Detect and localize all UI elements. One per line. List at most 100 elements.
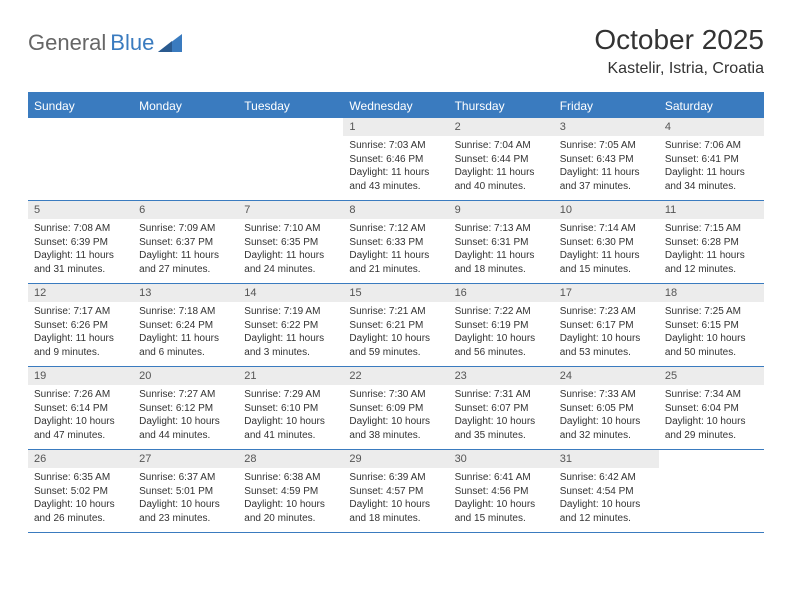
- day-body: Sunrise: 7:10 AMSunset: 6:35 PMDaylight:…: [238, 219, 343, 280]
- sunset-line: Sunset: 6:10 PM: [244, 402, 337, 416]
- daylight-line: Daylight: 11 hours and 24 minutes.: [244, 249, 337, 276]
- sunrise-line: Sunrise: 7:34 AM: [665, 388, 758, 402]
- sunrise-line: Sunrise: 7:27 AM: [139, 388, 232, 402]
- logo-text-general: General: [28, 30, 106, 56]
- sunset-line: Sunset: 6:33 PM: [349, 236, 442, 250]
- sunset-line: Sunset: 6:28 PM: [665, 236, 758, 250]
- sunset-line: Sunset: 6:37 PM: [139, 236, 232, 250]
- sunset-line: Sunset: 6:24 PM: [139, 319, 232, 333]
- day-body: Sunrise: 7:14 AMSunset: 6:30 PMDaylight:…: [554, 219, 659, 280]
- day-number: 3: [554, 118, 659, 136]
- day-number: 22: [343, 367, 448, 385]
- day-body: Sunrise: 7:30 AMSunset: 6:09 PMDaylight:…: [343, 385, 448, 446]
- sunrise-line: Sunrise: 6:42 AM: [560, 471, 653, 485]
- daylight-line: Daylight: 11 hours and 21 minutes.: [349, 249, 442, 276]
- calendar-page: GeneralBlue October 2025 Kastelir, Istri…: [0, 0, 792, 557]
- daylight-line: Daylight: 11 hours and 40 minutes.: [455, 166, 548, 193]
- week-row: 1Sunrise: 7:03 AMSunset: 6:46 PMDaylight…: [28, 118, 764, 201]
- sunrise-line: Sunrise: 7:26 AM: [34, 388, 127, 402]
- day-number: 26: [28, 450, 133, 468]
- day-number: 11: [659, 201, 764, 219]
- sunrise-line: Sunrise: 7:15 AM: [665, 222, 758, 236]
- day-body: Sunrise: 7:15 AMSunset: 6:28 PMDaylight:…: [659, 219, 764, 280]
- sunrise-line: Sunrise: 6:37 AM: [139, 471, 232, 485]
- location-text: Kastelir, Istria, Croatia: [594, 60, 764, 78]
- day-body: Sunrise: 6:38 AMSunset: 4:59 PMDaylight:…: [238, 468, 343, 529]
- day-cell: 28Sunrise: 6:38 AMSunset: 4:59 PMDayligh…: [238, 450, 343, 532]
- day-cell: 26Sunrise: 6:35 AMSunset: 5:02 PMDayligh…: [28, 450, 133, 532]
- day-body: Sunrise: 6:35 AMSunset: 5:02 PMDaylight:…: [28, 468, 133, 529]
- day-number: 24: [554, 367, 659, 385]
- sunrise-line: Sunrise: 7:04 AM: [455, 139, 548, 153]
- daylight-line: Daylight: 10 hours and 15 minutes.: [455, 498, 548, 525]
- sunrise-line: Sunrise: 7:14 AM: [560, 222, 653, 236]
- sunrise-line: Sunrise: 6:38 AM: [244, 471, 337, 485]
- day-number: 28: [238, 450, 343, 468]
- day-number: 2: [449, 118, 554, 136]
- daylight-line: Daylight: 11 hours and 6 minutes.: [139, 332, 232, 359]
- day-body: Sunrise: 6:42 AMSunset: 4:54 PMDaylight:…: [554, 468, 659, 529]
- day-number: 31: [554, 450, 659, 468]
- daylight-line: Daylight: 10 hours and 59 minutes.: [349, 332, 442, 359]
- day-body: Sunrise: 7:19 AMSunset: 6:22 PMDaylight:…: [238, 302, 343, 363]
- day-number: 20: [133, 367, 238, 385]
- day-body: Sunrise: 7:22 AMSunset: 6:19 PMDaylight:…: [449, 302, 554, 363]
- day-number: 8: [343, 201, 448, 219]
- day-number: 6: [133, 201, 238, 219]
- week-row: 5Sunrise: 7:08 AMSunset: 6:39 PMDaylight…: [28, 201, 764, 284]
- day-number: 13: [133, 284, 238, 302]
- daylight-line: Daylight: 10 hours and 29 minutes.: [665, 415, 758, 442]
- sunrise-line: Sunrise: 7:18 AM: [139, 305, 232, 319]
- day-number: 7: [238, 201, 343, 219]
- sunrise-line: Sunrise: 7:12 AM: [349, 222, 442, 236]
- day-cell: 25Sunrise: 7:34 AMSunset: 6:04 PMDayligh…: [659, 367, 764, 449]
- sunset-line: Sunset: 5:01 PM: [139, 485, 232, 499]
- day-cell: 1Sunrise: 7:03 AMSunset: 6:46 PMDaylight…: [343, 118, 448, 200]
- day-body: Sunrise: 7:26 AMSunset: 6:14 PMDaylight:…: [28, 385, 133, 446]
- day-body: Sunrise: 7:34 AMSunset: 6:04 PMDaylight:…: [659, 385, 764, 446]
- day-number: 25: [659, 367, 764, 385]
- title-block: October 2025 Kastelir, Istria, Croatia: [594, 24, 764, 78]
- day-cell: [238, 118, 343, 200]
- day-header: Saturday: [659, 94, 764, 118]
- daylight-line: Daylight: 10 hours and 56 minutes.: [455, 332, 548, 359]
- day-number: 15: [343, 284, 448, 302]
- week-row: 26Sunrise: 6:35 AMSunset: 5:02 PMDayligh…: [28, 450, 764, 533]
- day-cell: 8 Sunrise: 7:12 AMSunset: 6:33 PMDaylight…: [343, 201, 448, 283]
- daylight-line: Daylight: 11 hours and 27 minutes.: [139, 249, 232, 276]
- sunrise-line: Sunrise: 7:23 AM: [560, 305, 653, 319]
- sunrise-line: Sunrise: 7:08 AM: [34, 222, 127, 236]
- sunset-line: Sunset: 6:26 PM: [34, 319, 127, 333]
- day-number: 17: [554, 284, 659, 302]
- daylight-line: Daylight: 10 hours and 35 minutes.: [455, 415, 548, 442]
- day-body: Sunrise: 7:04 AMSunset: 6:44 PMDaylight:…: [449, 136, 554, 197]
- sunset-line: Sunset: 6:30 PM: [560, 236, 653, 250]
- day-body: Sunrise: 7:05 AMSunset: 6:43 PMDaylight:…: [554, 136, 659, 197]
- daylight-line: Daylight: 11 hours and 12 minutes.: [665, 249, 758, 276]
- day-number: 4: [659, 118, 764, 136]
- sunset-line: Sunset: 6:35 PM: [244, 236, 337, 250]
- day-number: 9: [449, 201, 554, 219]
- sunrise-line: Sunrise: 7:19 AM: [244, 305, 337, 319]
- day-header: Monday: [133, 94, 238, 118]
- day-cell: 16Sunrise: 7:22 AMSunset: 6:19 PMDayligh…: [449, 284, 554, 366]
- sunset-line: Sunset: 6:31 PM: [455, 236, 548, 250]
- day-header-row: SundayMondayTuesdayWednesdayThursdayFrid…: [28, 94, 764, 118]
- day-body: Sunrise: 7:29 AMSunset: 6:10 PMDaylight:…: [238, 385, 343, 446]
- sunrise-line: Sunrise: 6:39 AM: [349, 471, 442, 485]
- sunset-line: Sunset: 6:15 PM: [665, 319, 758, 333]
- day-number: 18: [659, 284, 764, 302]
- weeks-container: 1Sunrise: 7:03 AMSunset: 6:46 PMDaylight…: [28, 118, 764, 533]
- day-cell: 14Sunrise: 7:19 AMSunset: 6:22 PMDayligh…: [238, 284, 343, 366]
- day-cell: 13 Sunrise: 7:18 AMSunset: 6:24 PMDayligh…: [133, 284, 238, 366]
- day-cell: 18Sunrise: 7:25 AMSunset: 6:15 PMDayligh…: [659, 284, 764, 366]
- sunset-line: Sunset: 6:41 PM: [665, 153, 758, 167]
- day-cell: 31Sunrise: 6:42 AMSunset: 4:54 PMDayligh…: [554, 450, 659, 532]
- sunset-line: Sunset: 6:21 PM: [349, 319, 442, 333]
- day-cell: 10Sunrise: 7:14 AMSunset: 6:30 PMDayligh…: [554, 201, 659, 283]
- day-body: Sunrise: 7:27 AMSunset: 6:12 PMDaylight:…: [133, 385, 238, 446]
- calendar-grid: SundayMondayTuesdayWednesdayThursdayFrid…: [28, 92, 764, 533]
- sunset-line: Sunset: 4:59 PM: [244, 485, 337, 499]
- day-body: Sunrise: 7:06 AMSunset: 6:41 PMDaylight:…: [659, 136, 764, 197]
- day-number: 14: [238, 284, 343, 302]
